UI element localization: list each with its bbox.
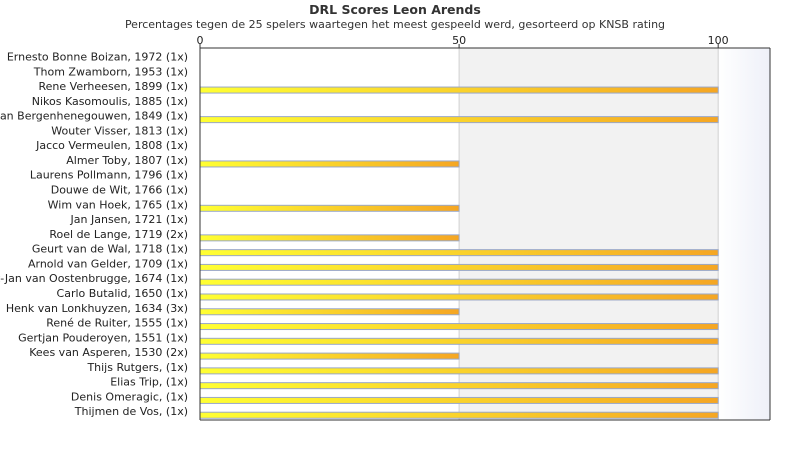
grid-band [459,48,719,420]
category-label: Almer Toby, 1807 (1x) [66,154,188,167]
category-label: Laurens Pollmann, 1796 (1x) [30,169,188,182]
bar [199,116,719,124]
category-label: Elias Trip, (1x) [110,376,188,389]
bar [199,308,460,316]
category-label: Ernesto Bonne Boizan, 1972 (1x) [7,51,188,64]
category-label: Geurt van de Wal, 1718 (1x) [32,243,188,256]
x-tick-label: 50 [452,34,466,47]
bar [199,382,719,390]
category-label: René de Ruiter, 1555 (1x) [46,317,188,330]
x-tick-label: 0 [197,34,204,47]
bar [199,323,719,331]
bar [199,293,719,301]
category-label: Jacco Vermeulen, 1808 (1x) [35,139,188,152]
category-label: Carlo Butalid, 1650 (1x) [57,287,188,300]
category-label: Arnold van Gelder, 1709 (1x) [28,257,188,270]
category-label: Thijs Rutgers, (1x) [86,361,188,374]
bar [199,86,719,94]
bar [199,249,719,257]
chart-subtitle: Percentages tegen de 25 spelers waartege… [124,18,666,31]
category-label: Henk van Lonkhuyzen, 1634 (3x) [6,302,188,315]
bar [199,160,460,168]
axes [199,47,771,421]
category-label: Jan Jansen, 1721 (1x) [70,213,188,226]
category-label: Wim van Hoek, 1765 (1x) [48,198,188,211]
category-label: Denis Omeragic, (1x) [71,390,188,403]
category-label: Thom Zwamborn, 1953 (1x) [33,65,188,78]
bar [199,367,719,375]
bar-series [199,86,719,419]
category-labels: Ernesto Bonne Boizan, 1972 (1x)Thom Zwam… [0,51,188,419]
category-label: Dirk van Bergenhenegouwen, 1849 (1x) [0,110,188,123]
bar [199,204,460,212]
grid-band [718,48,770,420]
category-label: Roel de Lange, 1719 (2x) [49,228,188,241]
category-label: Wouter Visser, 1813 (1x) [51,124,188,137]
chart-title: DRL Scores Leon Arends [309,2,481,17]
plot-background [459,48,770,420]
category-label: Douwe de Wit, 1766 (1x) [51,184,188,197]
category-label: Gertjan Pouderoyen, 1551 (1x) [18,331,188,344]
category-label: Gert-Jan van Oostenbrugge, 1674 (1x) [0,272,188,285]
category-label: Kees van Asperen, 1530 (2x) [29,346,188,359]
bar [199,352,460,360]
bar [199,278,719,286]
category-label: Rene Verheesen, 1899 (1x) [39,80,188,93]
category-label: Thijmen de Vos, (1x) [74,405,188,418]
bar [199,337,719,345]
bar [199,396,719,404]
bar [199,234,460,242]
x-tick-labels: 0 50 100 [197,34,729,48]
bar [199,263,719,271]
category-label: Nikos Kasomoulis, 1885 (1x) [32,95,188,108]
bar [199,411,719,419]
x-tick-label: 100 [708,34,729,47]
